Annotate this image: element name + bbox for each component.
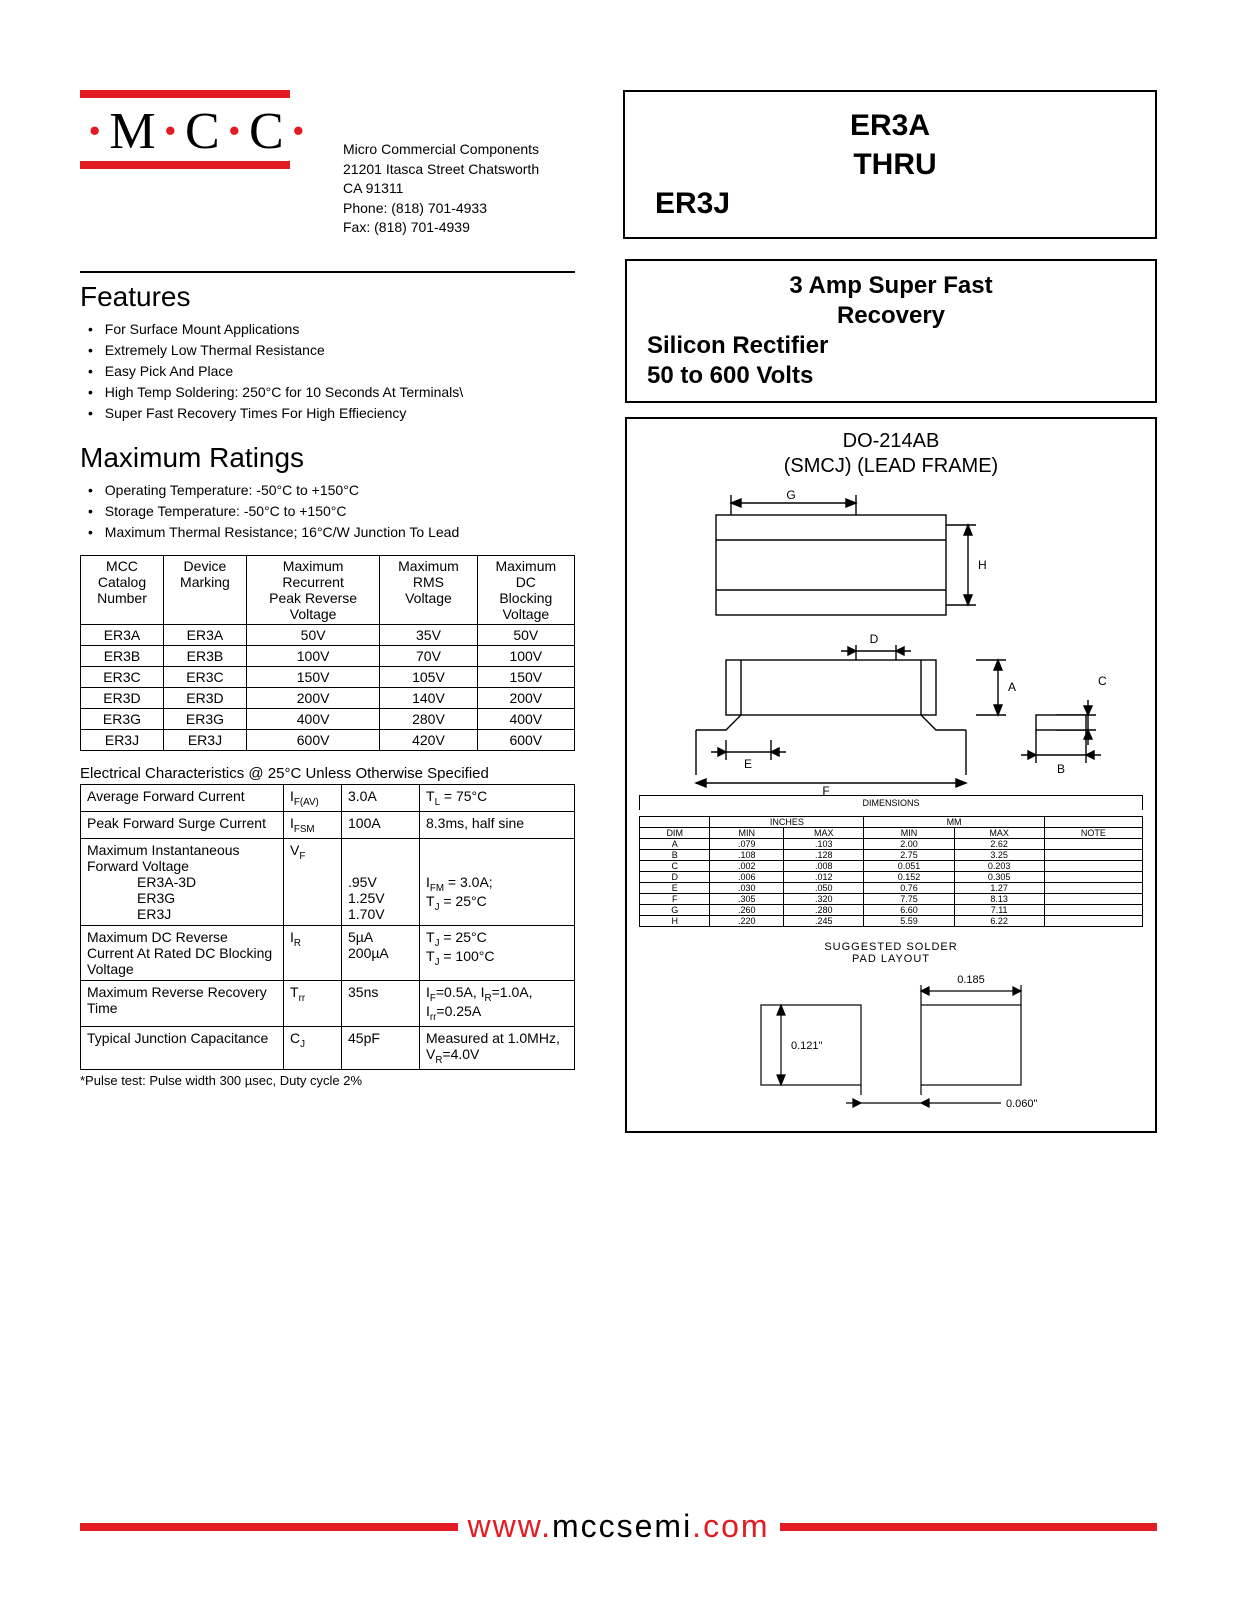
feature-item: For Surface Mount Applications — [106, 319, 595, 340]
feature-item: High Temp Soldering: 250°C for 10 Second… — [106, 382, 595, 403]
company-logo: ·M·C·C· — [80, 90, 313, 239]
ratings-header: MaximumDCBlockingVoltage — [477, 556, 574, 625]
table-row: ER3BER3B100V70V100V — [81, 646, 575, 667]
features-list: For Surface Mount ApplicationsExtremely … — [80, 319, 595, 424]
table-row: Maximum DC Reverse Current At Rated DC B… — [81, 925, 575, 980]
ratings-header: MaximumRecurrentPeak ReverseVoltage — [246, 556, 379, 625]
table-row: ER3AER3A50V35V50V — [81, 625, 575, 646]
svg-text:H: H — [978, 558, 987, 572]
table-row: G.260.2806.607.11 — [640, 905, 1143, 916]
feature-item: Super Fast Recovery Times For High Effie… — [106, 403, 595, 424]
description-box: 3 Amp Super Fast Recovery Silicon Rectif… — [625, 259, 1157, 403]
table-row: B.108.1282.753.25 — [640, 850, 1143, 861]
electrical-table: Average Forward CurrentIF(AV)3.0ATL = 75… — [80, 784, 575, 1070]
max-rating-item: Storage Temperature: -50°C to +150°C — [106, 501, 595, 522]
svg-text:0.185: 0.185 — [957, 974, 985, 986]
table-row: Average Forward CurrentIF(AV)3.0ATL = 75… — [81, 785, 575, 812]
feature-item: Easy Pick And Place — [106, 361, 595, 382]
dimensions-caption: DIMENSIONS — [639, 795, 1143, 810]
part-line-1: ER3A — [645, 106, 1135, 145]
max-ratings-heading: Maximum Ratings — [80, 442, 595, 474]
package-box: DO-214AB (SMCJ) (LEAD FRAME) G — [625, 417, 1157, 1133]
desc-line: Recovery — [643, 301, 1139, 331]
electrical-title: Electrical Characteristics @ 25°C Unless… — [80, 765, 595, 782]
max-rating-item: Operating Temperature: -50°C to +150°C — [106, 480, 595, 501]
table-row: Maximum Instantaneous Forward VoltageER3… — [81, 838, 575, 925]
address-line: Phone: (818) 701-4933 — [343, 199, 593, 219]
table-row: F.305.3207.758.13 — [640, 894, 1143, 905]
table-row: ER3CER3C150V105V150V — [81, 667, 575, 688]
max-rating-item: Maximum Thermal Resistance; 16°C/W Junct… — [106, 522, 595, 543]
dimensions-table: INCHESMM DIMMINMAXMINMAXNOTE A.079.1032.… — [639, 816, 1143, 927]
company-address: Micro Commercial Components 21201 Itasca… — [343, 90, 593, 239]
desc-line: Silicon Rectifier — [643, 331, 1139, 361]
ratings-header: DeviceMarking — [163, 556, 246, 625]
features-heading: Features — [80, 281, 595, 313]
ratings-header: MaximumRMSVoltage — [380, 556, 477, 625]
svg-text:F: F — [822, 784, 829, 795]
pkg-title-1: DO-214AB — [843, 430, 940, 452]
table-row: ER3DER3D200V140V200V — [81, 688, 575, 709]
part-line-2: THRU — [645, 145, 1135, 184]
table-row: E.030.0500.761.27 — [640, 883, 1143, 894]
svg-text:C: C — [1098, 674, 1107, 688]
table-row: C.002.0080.0510.203 — [640, 861, 1143, 872]
table-row: D.006.0120.1520.305 — [640, 872, 1143, 883]
footer: www.mccsemi.com — [80, 1508, 1157, 1545]
table-row: H.220.2455.596.22 — [640, 916, 1143, 927]
table-row: Peak Forward Surge CurrentIFSM100A8.3ms,… — [81, 811, 575, 838]
logo-text: ·M·C·C· — [80, 98, 313, 161]
desc-line: 3 Amp Super Fast — [643, 271, 1139, 301]
part-number-box: ER3A THRU ER3J — [623, 90, 1157, 239]
footer-url: www.mccsemi.com — [458, 1508, 780, 1545]
svg-text:G: G — [786, 488, 795, 502]
address-line: Fax: (818) 701-4939 — [343, 218, 593, 238]
feature-item: Extremely Low Thermal Resistance — [106, 340, 595, 361]
table-row: Maximum Reverse Recovery TimeTrr35nsIF=0… — [81, 980, 575, 1027]
solder-pad-drawing: 0.185 0.121" 0.060" — [721, 965, 1061, 1115]
footnote: *Pulse test: Pulse width 300 µsec, Duty … — [80, 1073, 595, 1088]
solder-pad-title: SUGGESTED SOLDERPAD LAYOUT — [639, 941, 1143, 965]
svg-text:0.121": 0.121" — [791, 1040, 823, 1052]
svg-text:D: D — [870, 632, 879, 646]
table-row: ER3GER3G400V280V400V — [81, 709, 575, 730]
svg-text:A: A — [1008, 680, 1016, 694]
ratings-header: MCCCatalogNumber — [81, 556, 164, 625]
table-row: A.079.1032.002.62 — [640, 839, 1143, 850]
svg-text:0.060": 0.060" — [1006, 1098, 1038, 1110]
pkg-title-2: (SMCJ) (LEAD FRAME) — [784, 455, 998, 477]
address-line: CA 91311 — [343, 179, 593, 199]
address-line: 21201 Itasca Street Chatsworth — [343, 160, 593, 180]
svg-text:B: B — [1057, 762, 1065, 776]
mechanical-drawing: G H D — [656, 485, 1126, 795]
address-line: Micro Commercial Components — [343, 140, 593, 160]
svg-text:E: E — [744, 757, 752, 771]
desc-line: 50 to 600 Volts — [643, 361, 1139, 391]
table-row: ER3JER3J600V420V600V — [81, 730, 575, 751]
table-row: Typical Junction CapacitanceCJ45pFMeasur… — [81, 1027, 575, 1070]
max-ratings-list: Operating Temperature: -50°C to +150°CSt… — [80, 480, 595, 543]
ratings-table: MCCCatalogNumberDeviceMarkingMaximumRecu… — [80, 555, 575, 751]
part-line-3: ER3J — [645, 184, 1135, 223]
